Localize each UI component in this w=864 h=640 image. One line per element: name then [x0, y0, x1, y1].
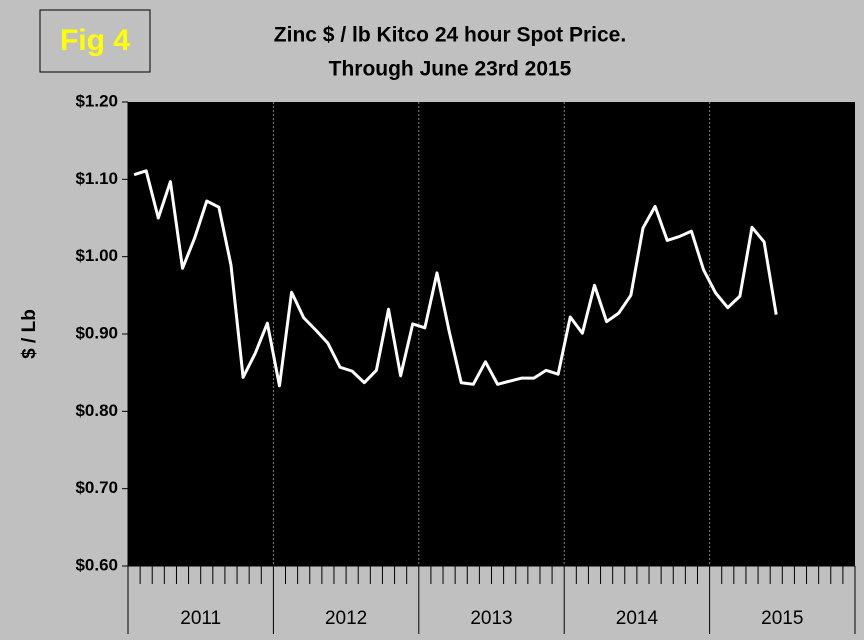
chart-title: Zinc $ / lb Kitco 24 hour Spot Price. [274, 24, 626, 47]
y-tick-label: $0.70 [75, 478, 118, 497]
figure-label: Fig 4 [60, 24, 130, 57]
y-tick-label: $0.80 [75, 401, 118, 420]
year-label: 2012 [325, 608, 367, 629]
y-tick-label: $1.00 [75, 246, 118, 265]
y-tick-label: $0.60 [75, 555, 118, 574]
year-label: 2015 [761, 608, 803, 629]
year-label: 2011 [180, 608, 221, 629]
year-label: 2013 [470, 608, 512, 629]
chart-subtitle: Through June 23rd 2015 [329, 58, 572, 81]
plot-area [128, 102, 855, 566]
price-line [133, 169, 778, 388]
y-tick-label: $0.90 [75, 323, 118, 342]
figure-box [39, 9, 151, 73]
y-tick-label: $1.10 [75, 169, 118, 188]
y-axis-label: $ / Lb [19, 309, 40, 359]
y-tick-label: $1.20 [75, 91, 118, 110]
year-label: 2014 [616, 608, 659, 629]
